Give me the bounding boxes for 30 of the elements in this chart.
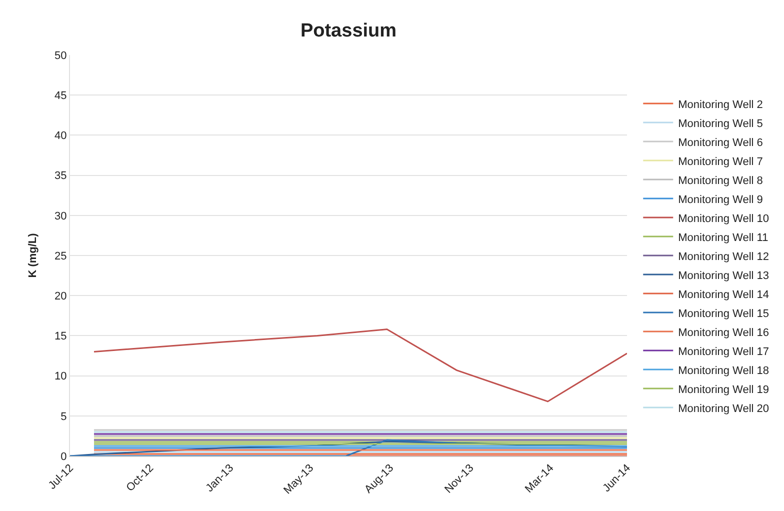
legend-label: Monitoring Well 10 bbox=[678, 212, 770, 225]
legend-label: Monitoring Well 15 bbox=[678, 308, 770, 320]
legend-label: Monitoring Well 7 bbox=[678, 156, 763, 168]
legend-label: Monitoring Well 5 bbox=[678, 118, 763, 130]
y-tick-label: 50 bbox=[54, 50, 67, 62]
y-tick-label: 15 bbox=[54, 330, 67, 343]
y-tick-label: 10 bbox=[54, 370, 67, 383]
legend-label: Monitoring Well 6 bbox=[678, 136, 763, 149]
chart-title: Potassium bbox=[300, 20, 397, 42]
y-tick-label: 40 bbox=[54, 130, 67, 142]
legend-label: Monitoring Well 18 bbox=[678, 364, 770, 377]
y-axis-title: K (mg/L) bbox=[27, 232, 40, 278]
y-tick-label: 35 bbox=[54, 170, 67, 182]
y-tick-label: 5 bbox=[60, 410, 67, 423]
legend-label: Monitoring Well 12 bbox=[678, 250, 770, 263]
y-tick-label: 45 bbox=[54, 90, 67, 102]
legend-label: Monitoring Well 13 bbox=[678, 270, 770, 282]
legend-label: Monitoring Well 14 bbox=[678, 288, 770, 301]
legend-label: Monitoring Well 19 bbox=[678, 384, 770, 396]
legend-label: Monitoring Well 2 bbox=[678, 98, 763, 111]
y-tick-label: 30 bbox=[54, 210, 67, 222]
legend-label: Monitoring Well 11 bbox=[678, 232, 768, 244]
legend-label: Monitoring Well 16 bbox=[678, 326, 770, 339]
y-tick-label: 20 bbox=[54, 290, 67, 302]
legend-label: Monitoring Well 9 bbox=[678, 194, 763, 206]
legend-label: Monitoring Well 8 bbox=[678, 174, 763, 187]
legend-label: Monitoring Well 20 bbox=[678, 402, 770, 415]
y-tick-label: 0 bbox=[60, 450, 67, 463]
y-tick-label: 25 bbox=[54, 250, 67, 262]
legend-label: Monitoring Well 17 bbox=[678, 346, 770, 358]
